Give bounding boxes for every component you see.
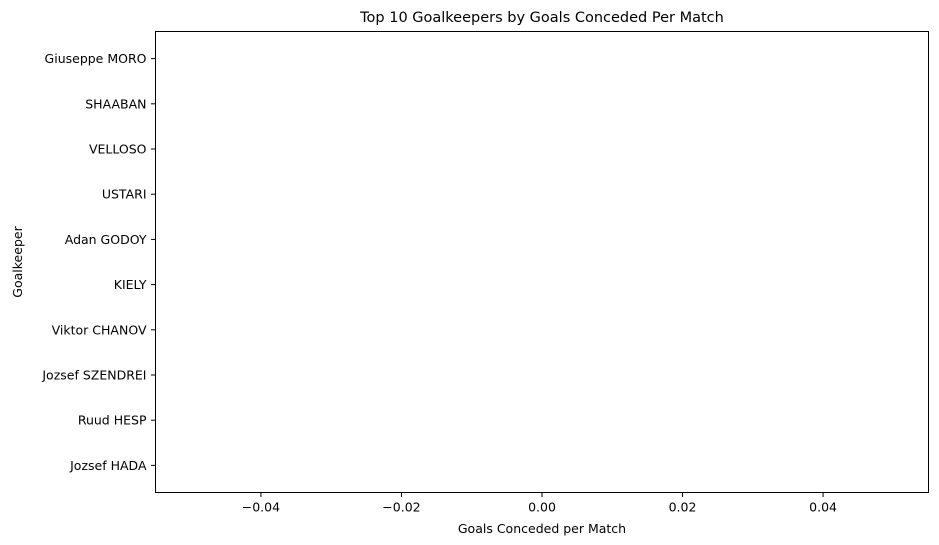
x-tick-label: 0.00 <box>528 500 556 515</box>
plot-frame <box>155 31 929 493</box>
y-tick-label: Giuseppe MORO <box>45 51 147 66</box>
y-tick-label: VELLOSO <box>89 142 147 157</box>
x-tick-label: −0.04 <box>242 500 280 515</box>
y-tick-label: SHAABAN <box>85 96 146 111</box>
x-tick-label: −0.02 <box>382 500 420 515</box>
x-tick-label: 0.04 <box>809 500 837 515</box>
x-tick-label: 0.02 <box>669 500 697 515</box>
y-tick-label: Jozsef HADA <box>69 458 147 473</box>
chart-title: Top 10 Goalkeepers by Goals Conceded Per… <box>359 10 724 26</box>
x-axis: −0.04 −0.02 0.00 0.02 0.04 <box>242 492 837 515</box>
x-axis-label: Goals Conceded per Match <box>458 521 626 536</box>
y-tick-label: Jozsef SZENDREI <box>41 367 146 382</box>
y-tick-label: Viktor CHANOV <box>52 322 147 337</box>
y-tick-label: KIELY <box>114 277 147 292</box>
y-axis-label: Goalkeeper <box>10 225 25 297</box>
y-tick-label: Ruud HESP <box>78 413 147 428</box>
y-tick-label: Adan GODOY <box>65 232 147 247</box>
y-axis: Jozsef HADA Ruud HESP Jozsef SZENDREI Vikto… <box>41 51 156 473</box>
y-tick-label: USTARI <box>102 187 147 202</box>
